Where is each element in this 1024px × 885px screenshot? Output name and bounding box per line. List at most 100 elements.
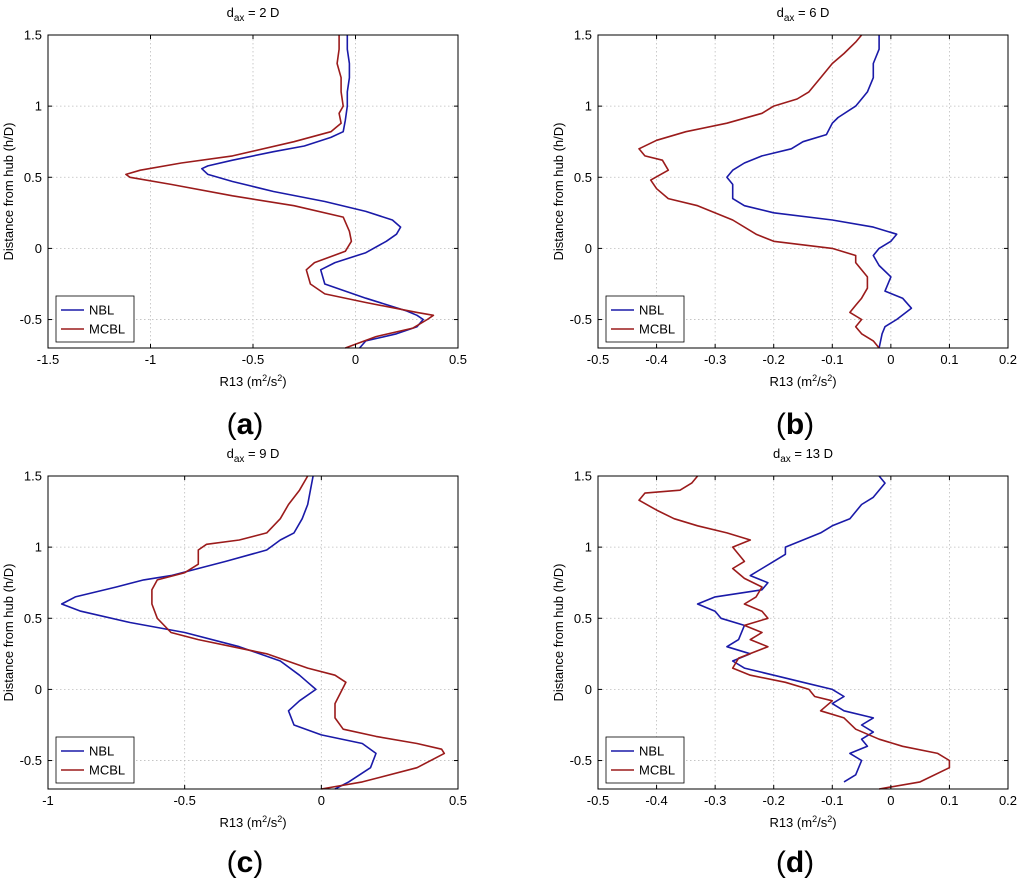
legend-label-nbl: NBL [639, 744, 664, 759]
x-tick-label: 0 [352, 352, 359, 367]
xlabel-part: /s [267, 815, 278, 830]
legend-label-nbl: NBL [89, 303, 114, 318]
xlabel-superscript: 2 [812, 373, 817, 383]
series-line-nbl [60, 475, 377, 790]
panel-label-paren: ( [227, 408, 237, 441]
title-rest: = 9 D [244, 446, 279, 461]
x-axis-label: R13 (m2/s2) [769, 814, 836, 830]
xlabel-superscript: 2 [277, 814, 282, 824]
chart-title: dax = 9 D [227, 446, 280, 465]
panel-label-paren: ) [253, 846, 263, 879]
panel-label-paren: ( [776, 408, 786, 441]
legend-box [605, 295, 685, 343]
x-axis-label: R13 (m2/s2) [769, 373, 836, 389]
x-tick-label: 0.5 [449, 793, 467, 808]
title-base: d [227, 446, 234, 461]
y-tick-label: -0.5 [20, 312, 42, 327]
xlabel-part: /s [267, 374, 278, 389]
xlabel-part: ) [832, 374, 836, 389]
legend-label-mcbl: MCBL [89, 763, 125, 778]
xlabel-part: R13 (m [769, 374, 812, 389]
legend-label-mcbl: MCBL [639, 322, 675, 337]
x-tick-label: 0.1 [940, 793, 958, 808]
y-tick-label: 0.5 [574, 170, 592, 185]
chart-title: dax = 2 D [227, 5, 280, 24]
legend-label-nbl: NBL [89, 744, 114, 759]
y-tick-label: 0 [35, 682, 42, 697]
x-tick-label: -1 [42, 793, 54, 808]
xlabel-superscript: 2 [262, 814, 267, 824]
panel-label-letter: a [237, 408, 254, 441]
y-tick-label: 0.5 [574, 611, 592, 626]
title-subscript: ax [234, 13, 245, 24]
title-rest: = 13 D [791, 446, 833, 461]
y-tick-label: 1 [35, 99, 42, 114]
series-line-mcbl [125, 35, 435, 349]
x-tick-label: -0.2 [763, 793, 785, 808]
y-axis-label: Distance from hub (h/D) [551, 123, 566, 261]
legend-box [605, 736, 685, 784]
y-axis-label: Distance from hub (h/D) [1, 123, 16, 261]
x-tick-label: -0.5 [242, 352, 264, 367]
title-base: d [227, 5, 234, 20]
panel-label-paren: ) [804, 846, 814, 879]
x-axis-label: R13 (m2/s2) [219, 373, 286, 389]
x-tick-label: -0.3 [704, 352, 726, 367]
x-tick-label: -0.4 [645, 352, 667, 367]
x-tick-label: -0.4 [645, 793, 667, 808]
title-base: d [777, 5, 784, 20]
series-line-nbl [726, 35, 913, 349]
title-subscript: ax [784, 13, 795, 24]
axes-box [47, 475, 459, 790]
y-tick-label: 0 [35, 241, 42, 256]
x-tick-label: 0.2 [999, 793, 1017, 808]
panel-label-letter: d [786, 846, 804, 879]
y-tick-label: 1 [35, 540, 42, 555]
x-tick-label: -0.5 [173, 793, 195, 808]
panel-label-paren: ) [253, 408, 263, 441]
y-tick-label: 1 [585, 540, 592, 555]
x-tick-label: 0.5 [449, 352, 467, 367]
x-tick-label: 0 [887, 793, 894, 808]
x-tick-label: -1.5 [37, 352, 59, 367]
x-tick-label: -0.1 [821, 793, 843, 808]
xlabel-part: R13 (m [219, 374, 262, 389]
x-tick-label: -0.3 [704, 793, 726, 808]
chart-panel-d: -0.5 -0.4 -0.3 -0.2 -0.1 0 0.1 0.2 -0.5 0 0.5 1 1.5 d… [551, 446, 1017, 879]
xlabel-superscript: 2 [812, 814, 817, 824]
xlabel-part: R13 (m [219, 815, 262, 830]
y-tick-label: 1.5 [574, 28, 592, 43]
xlabel-superscript: 2 [262, 373, 267, 383]
panel-label-letter: b [786, 408, 804, 441]
title-rest: = 2 D [244, 5, 279, 20]
y-tick-label: 0.5 [24, 170, 42, 185]
title-rest: = 6 D [794, 5, 829, 20]
x-tick-label: -0.5 [587, 793, 609, 808]
y-tick-label: 0.5 [24, 611, 42, 626]
panel-label-paren: ( [776, 846, 786, 879]
y-tick-label: -0.5 [570, 312, 592, 327]
xlabel-superscript: 2 [277, 373, 282, 383]
x-tick-label: 0.1 [940, 352, 958, 367]
y-axis-label: Distance from hub (h/D) [551, 564, 566, 702]
xlabel-part: /s [817, 815, 828, 830]
chart-panel-a: -1.5 -1 -0.5 0 0.5 -0.5 0 0.5 1 1.5 dax = 2 D R13 (… [1, 5, 467, 441]
y-tick-label: 1 [585, 99, 592, 114]
x-axis-label: R13 (m2/s2) [219, 814, 286, 830]
axes-box [597, 34, 1009, 349]
xlabel-superscript: 2 [827, 814, 832, 824]
title-subscript: ax [234, 454, 245, 465]
y-tick-label: -0.5 [570, 753, 592, 768]
xlabel-part: ) [282, 374, 286, 389]
title-subscript: ax [780, 454, 791, 465]
y-axis-label: Distance from hub (h/D) [1, 564, 16, 702]
chart-panel-b: -0.5 -0.4 -0.3 -0.2 -0.1 0 0.1 0.2 -0.5 0 0.5 1 1.5 d… [551, 5, 1017, 441]
panel-label: (d) [776, 846, 814, 879]
panel-label: (b) [776, 408, 814, 441]
panel-label-paren: ( [227, 846, 237, 879]
series-line-mcbl [638, 475, 951, 790]
panel-label-letter: c [237, 846, 254, 879]
